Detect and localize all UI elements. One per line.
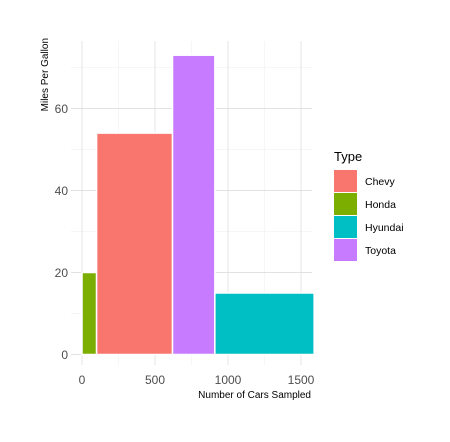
legend-label-chevy: Chevy <box>365 176 396 188</box>
legend-key-toyota <box>334 239 357 261</box>
bars <box>81 54 315 356</box>
bar-toyota <box>171 54 216 356</box>
legend-title: Type <box>334 149 362 164</box>
x-axis-title: Number of Cars Sampled <box>198 390 311 401</box>
y-tick-label: 0 <box>61 348 68 362</box>
y-tick-label: 60 <box>55 102 69 116</box>
legend-label-honda: Honda <box>365 199 396 211</box>
legend-key-hyundai <box>334 216 357 238</box>
bar-honda <box>81 271 98 356</box>
legend-items: Chevy Honda Hyundai Toyota <box>334 170 404 261</box>
y-tick-label: 20 <box>55 266 69 280</box>
x-tick-label: 1000 <box>215 373 242 387</box>
x-tick-label: 500 <box>145 373 165 387</box>
x-axis-ticks: 0 500 1000 1500 <box>79 373 315 387</box>
bar-chevy <box>95 132 174 356</box>
legend-key-chevy <box>334 170 357 192</box>
legend-label-toyota: Toyota <box>365 245 396 257</box>
x-tick-label: 0 <box>79 373 86 387</box>
bar-hyundai <box>214 292 315 356</box>
y-axis-ticks: 0 20 40 60 <box>55 102 69 362</box>
y-axis-title: Miles Per Gallon <box>40 38 51 111</box>
y-tick-label: 40 <box>55 184 69 198</box>
legend: Type Chevy Honda Hyundai Toyota <box>334 149 404 261</box>
legend-key-honda <box>334 193 357 215</box>
x-tick-label: 1500 <box>288 373 315 387</box>
legend-label-hyundai: Hyundai <box>365 222 404 234</box>
